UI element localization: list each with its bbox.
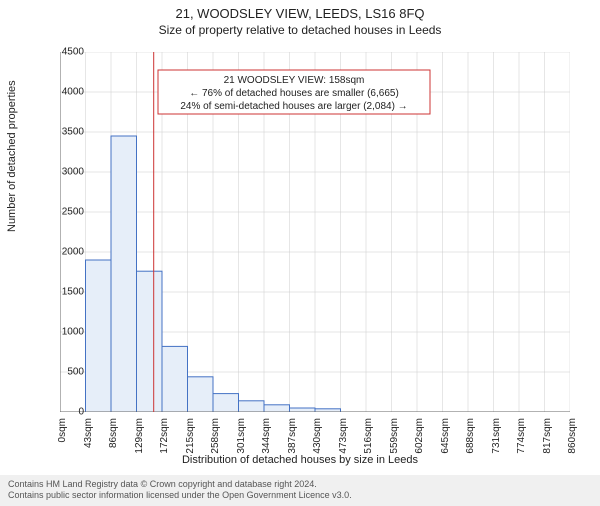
x-tick-label: 301sqm (236, 418, 247, 454)
footer: Contains HM Land Registry data © Crown c… (0, 475, 600, 506)
x-tick-label: 774sqm (516, 418, 527, 454)
x-tick-label: 559sqm (389, 418, 400, 454)
x-tick-label: 215sqm (185, 418, 196, 454)
histogram-bar (162, 346, 188, 412)
x-tick-label: 645sqm (440, 418, 451, 454)
footer-line-2: Contains public sector information licen… (8, 490, 592, 502)
histogram-bar (290, 408, 316, 412)
x-tick-label: 43sqm (83, 418, 94, 448)
page-subtitle: Size of property relative to detached ho… (0, 23, 600, 37)
x-tick-label: 688sqm (465, 418, 476, 454)
histogram-bar (213, 394, 239, 412)
page-title: 21, WOODSLEY VIEW, LEEDS, LS16 8FQ (0, 6, 600, 21)
y-axis-label: Number of detached properties (6, 80, 18, 232)
x-tick-label: 0sqm (57, 418, 68, 442)
x-tick-label: 473sqm (338, 418, 349, 454)
x-tick-label: 344sqm (261, 418, 272, 454)
x-tick-label: 860sqm (567, 418, 578, 454)
x-tick-label: 86sqm (108, 418, 119, 448)
histogram-bar (239, 401, 265, 412)
y-tick-label: 2000 (44, 247, 84, 258)
y-tick-label: 1500 (44, 287, 84, 298)
y-tick-label: 1000 (44, 327, 84, 338)
y-tick-label: 3000 (44, 167, 84, 178)
histogram-plot: 21 WOODSLEY VIEW: 158sqm ← 76% of detache… (60, 52, 570, 412)
svg-text:21 WOODSLEY VIEW: 158sqm: 21 WOODSLEY VIEW: 158sqm (224, 75, 365, 86)
histogram-bar (188, 377, 214, 412)
x-tick-label: 731sqm (491, 418, 502, 454)
histogram-bar (111, 136, 137, 412)
footer-line-1: Contains HM Land Registry data © Crown c… (8, 479, 592, 491)
histogram-bar (137, 271, 163, 412)
y-tick-label: 500 (44, 367, 84, 378)
x-tick-label: 172sqm (159, 418, 170, 454)
chart-area: 21 WOODSLEY VIEW: 158sqm ← 76% of detache… (60, 52, 570, 412)
histogram-bar (86, 260, 112, 412)
y-tick-label: 0 (44, 407, 84, 418)
y-tick-label: 4500 (44, 47, 84, 58)
svg-text:← 76% of detached houses are s: ← 76% of detached houses are smaller (6,… (189, 88, 399, 99)
x-tick-label: 602sqm (414, 418, 425, 454)
y-tick-label: 2500 (44, 207, 84, 218)
x-axis-title: Distribution of detached houses by size … (0, 454, 600, 466)
histogram-bar (264, 405, 290, 412)
x-tick-label: 817sqm (542, 418, 553, 454)
y-tick-label: 3500 (44, 127, 84, 138)
x-tick-label: 258sqm (210, 418, 221, 454)
x-tick-label: 430sqm (312, 418, 323, 454)
x-tick-label: 387sqm (287, 418, 298, 454)
svg-text:24% of semi-detached houses ar: 24% of semi-detached houses are larger (… (180, 101, 407, 112)
x-tick-label: 129sqm (134, 418, 145, 454)
x-tick-label: 516sqm (363, 418, 374, 454)
annotation-box: 21 WOODSLEY VIEW: 158sqm ← 76% of detache… (158, 70, 430, 114)
y-tick-label: 4000 (44, 87, 84, 98)
